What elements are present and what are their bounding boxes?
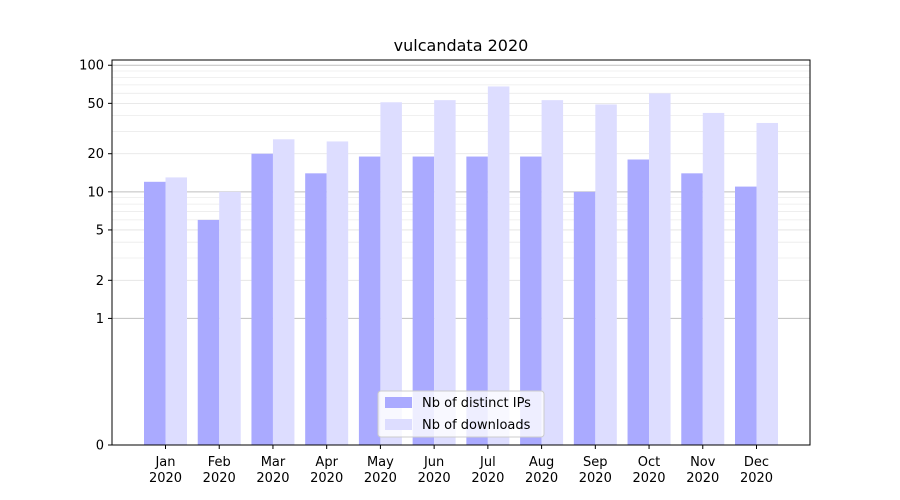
x-tick-label-year: 2020 bbox=[310, 471, 343, 486]
bars bbox=[144, 86, 778, 446]
x-tick-label-month: Jul bbox=[479, 455, 496, 470]
axes: 0125102050100Jan2020Feb2020Mar2020Apr202… bbox=[79, 59, 811, 486]
bar-distinct-ips bbox=[197, 219, 220, 445]
bar-distinct-ips bbox=[573, 191, 596, 445]
y-tick-label: 50 bbox=[87, 97, 104, 112]
bar-distinct-ips bbox=[412, 156, 435, 446]
bar-downloads bbox=[649, 93, 671, 445]
y-tick-label: 5 bbox=[96, 223, 104, 238]
bar-downloads bbox=[487, 86, 510, 445]
bar-downloads bbox=[165, 177, 187, 446]
y-tick-label: 0 bbox=[96, 439, 104, 454]
chart-title: vulcandata 2020 bbox=[394, 36, 529, 55]
x-tick-label-month: Feb bbox=[208, 455, 231, 470]
bar-distinct-ips bbox=[358, 156, 381, 446]
legend-swatch-distinct-ips bbox=[385, 397, 412, 408]
x-tick-label-month: Dec bbox=[744, 455, 769, 470]
x-tick-label-year: 2020 bbox=[471, 471, 504, 486]
bar-downloads bbox=[702, 112, 725, 446]
x-tick-label-year: 2020 bbox=[418, 471, 451, 486]
legend-label-distinct-ips: Nb of distinct IPs bbox=[422, 396, 531, 411]
x-tick-label-month: Sep bbox=[583, 455, 608, 470]
x-tick-label-month: Aug bbox=[529, 455, 554, 470]
x-tick-label-month: Apr bbox=[315, 455, 338, 470]
legend-box bbox=[377, 390, 545, 438]
bar-downloads bbox=[380, 102, 402, 445]
x-tick-label-month: Mar bbox=[261, 455, 286, 470]
bar-distinct-ips bbox=[251, 153, 273, 446]
bar-distinct-ips bbox=[305, 173, 327, 445]
bar-downloads bbox=[595, 104, 617, 445]
bar-downloads bbox=[756, 122, 778, 445]
x-tick-label-month: May bbox=[367, 455, 394, 470]
x-tick-label-year: 2020 bbox=[203, 471, 236, 486]
x-tick-label-month: Jan bbox=[154, 455, 175, 470]
bar-distinct-ips bbox=[627, 159, 650, 445]
x-tick-label-month: Nov bbox=[690, 455, 716, 470]
y-tick-label: 1 bbox=[96, 312, 104, 327]
bar-downloads bbox=[326, 141, 349, 445]
bar-downloads bbox=[541, 100, 564, 445]
x-tick-label-year: 2020 bbox=[256, 471, 289, 486]
bar-distinct-ips bbox=[735, 186, 757, 446]
bar-distinct-ips bbox=[144, 181, 166, 445]
bar-downloads bbox=[219, 191, 241, 445]
x-tick-label-month: Oct bbox=[638, 455, 660, 470]
bar-distinct-ips bbox=[520, 156, 542, 446]
x-tick-label-month: Jun bbox=[423, 455, 444, 470]
bar-distinct-ips bbox=[681, 173, 703, 445]
legend-label-downloads: Nb of downloads bbox=[422, 418, 531, 433]
plot-frame bbox=[111, 59, 811, 446]
x-tick-label-year: 2020 bbox=[525, 471, 558, 486]
bar-distinct-ips bbox=[466, 156, 488, 446]
legend-swatch-downloads bbox=[385, 419, 412, 430]
x-tick-label-year: 2020 bbox=[632, 471, 665, 486]
x-tick-label-year: 2020 bbox=[740, 471, 773, 486]
x-tick-label-year: 2020 bbox=[364, 471, 397, 486]
x-tick-label-year: 2020 bbox=[579, 471, 612, 486]
y-tick-label: 10 bbox=[87, 185, 104, 200]
y-tick-label: 100 bbox=[79, 59, 104, 74]
x-tick-label-year: 2020 bbox=[686, 471, 719, 486]
bar-downloads bbox=[434, 100, 456, 445]
x-tick-label-year: 2020 bbox=[149, 471, 182, 486]
legend: Nb of distinct IPs Nb of downloads bbox=[377, 390, 545, 438]
y-tick-label: 2 bbox=[96, 274, 104, 289]
bar-downloads bbox=[272, 139, 295, 445]
y-tick-label: 20 bbox=[87, 147, 104, 162]
